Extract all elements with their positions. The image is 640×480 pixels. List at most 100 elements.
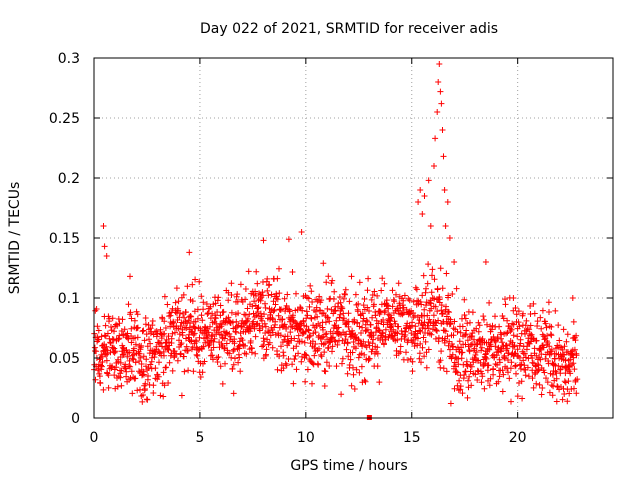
data-point xyxy=(314,313,321,320)
data-point xyxy=(165,333,172,340)
data-point xyxy=(515,319,522,326)
data-point xyxy=(514,393,521,400)
data-point xyxy=(242,296,249,303)
data-point xyxy=(420,334,427,341)
data-point xyxy=(99,359,106,365)
data-point xyxy=(278,306,285,313)
data-point xyxy=(331,288,338,295)
data-point xyxy=(108,324,114,330)
data-point xyxy=(233,318,240,325)
data-point xyxy=(504,345,511,352)
data-point xyxy=(523,317,530,324)
data-point xyxy=(118,382,125,389)
data-point xyxy=(355,354,362,361)
data-point xyxy=(516,354,523,361)
data-point xyxy=(428,289,435,296)
data-point xyxy=(289,269,296,275)
data-point xyxy=(516,323,523,330)
data-point xyxy=(309,299,316,305)
data-point xyxy=(283,302,290,309)
x-tick-label: 5 xyxy=(195,430,204,446)
data-point xyxy=(136,350,143,357)
data-point xyxy=(375,327,382,333)
data-point xyxy=(331,308,338,315)
data-point xyxy=(475,319,482,326)
data-point xyxy=(533,337,540,344)
data-point xyxy=(518,378,525,385)
data-point xyxy=(322,331,329,338)
data-point xyxy=(500,371,507,378)
data-point xyxy=(93,306,100,312)
data-point xyxy=(349,327,356,334)
data-point xyxy=(418,301,425,308)
data-point xyxy=(277,332,284,339)
y-tick-label: 0.25 xyxy=(49,111,80,127)
data-point xyxy=(230,348,237,354)
data-point xyxy=(209,352,216,359)
data-point xyxy=(545,299,552,306)
data-point xyxy=(559,396,566,403)
data-point xyxy=(567,370,574,377)
data-point xyxy=(161,293,168,300)
data-point xyxy=(366,308,372,314)
data-point xyxy=(444,333,451,340)
data-point xyxy=(192,276,199,283)
data-point xyxy=(360,338,367,345)
data-point xyxy=(321,349,328,356)
data-point xyxy=(359,343,366,350)
data-point xyxy=(355,337,362,344)
data-point xyxy=(504,329,511,336)
data-point xyxy=(323,359,330,366)
data-point xyxy=(499,388,506,395)
data-point xyxy=(530,335,536,342)
data-point xyxy=(391,298,398,305)
data-point xyxy=(378,287,385,294)
data-point xyxy=(409,319,416,326)
data-point xyxy=(303,308,310,315)
data-point xyxy=(427,223,434,229)
data-point xyxy=(134,387,141,394)
data-point xyxy=(117,359,124,366)
data-point xyxy=(538,325,545,332)
data-point xyxy=(290,380,297,387)
data-point xyxy=(464,394,471,401)
data-point xyxy=(355,300,362,307)
data-point xyxy=(539,385,546,391)
x-tick-label: 10 xyxy=(297,430,315,446)
data-point xyxy=(446,235,453,241)
data-point xyxy=(316,345,322,352)
data-point xyxy=(274,366,281,373)
data-point xyxy=(113,321,119,328)
data-point xyxy=(348,382,355,389)
data-point xyxy=(486,382,493,389)
data-point xyxy=(420,272,427,279)
data-point xyxy=(109,363,116,370)
data-point xyxy=(487,375,494,382)
data-point xyxy=(325,344,332,351)
data-point xyxy=(234,291,241,298)
data-point xyxy=(472,352,479,358)
data-points xyxy=(91,61,581,420)
data-point xyxy=(440,153,447,160)
data-point xyxy=(111,372,118,379)
data-point xyxy=(109,315,116,322)
data-point xyxy=(169,305,176,312)
data-point xyxy=(214,309,221,315)
data-point xyxy=(172,299,179,306)
data-point xyxy=(443,303,449,310)
data-point xyxy=(178,340,185,347)
data-point xyxy=(361,296,368,302)
data-point xyxy=(429,272,435,279)
data-point xyxy=(447,400,454,407)
data-point xyxy=(458,355,465,362)
data-point xyxy=(94,323,101,330)
data-point xyxy=(106,315,113,322)
data-point xyxy=(381,280,388,287)
data-point xyxy=(98,366,105,373)
data-point xyxy=(359,310,366,317)
data-point xyxy=(212,315,219,322)
data-point xyxy=(570,354,577,361)
data-point xyxy=(317,351,324,358)
data-point xyxy=(543,375,549,382)
data-point xyxy=(358,363,365,370)
